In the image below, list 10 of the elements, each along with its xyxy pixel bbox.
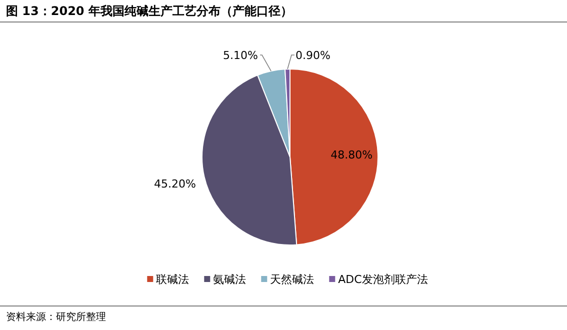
data-label: 5.10%: [223, 49, 258, 62]
legend-label: ADC发泡剂联产法: [338, 273, 428, 286]
chart-title: 图 13：2020 年我国纯碱生产工艺分布（产能口径）: [6, 4, 292, 18]
legend-label: 氨碱法: [213, 273, 246, 286]
text: 资料来源：研究所整理: [6, 311, 106, 323]
data-label: 48.80%: [330, 148, 373, 162]
legend-label: 天然碱法: [270, 273, 314, 286]
data-label: 45.20%: [154, 177, 196, 190]
data-label: 0.90%: [296, 49, 330, 62]
legend-label: 联碱法: [156, 273, 190, 286]
